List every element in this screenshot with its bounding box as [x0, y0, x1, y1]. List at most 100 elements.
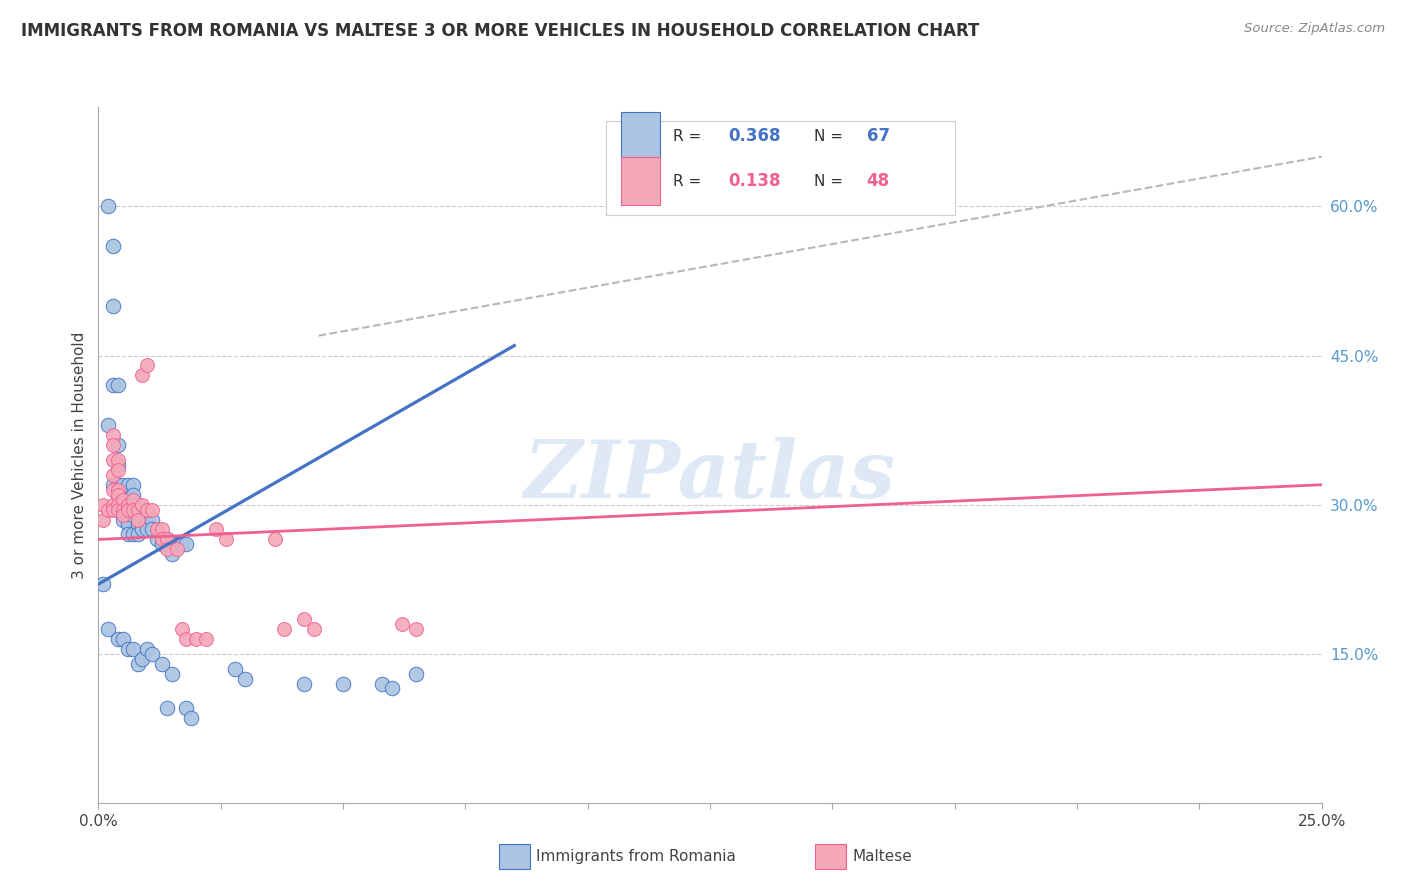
Point: [150, 533, 173, 547]
Point: [131, 498, 153, 512]
Point: [111, 477, 134, 491]
Point: [117, 477, 139, 491]
Point: [97, 199, 120, 213]
Point: [141, 502, 163, 516]
Text: R =: R =: [673, 128, 706, 144]
Point: [117, 492, 139, 507]
Point: [176, 701, 198, 715]
Point: [146, 533, 169, 547]
Point: [131, 651, 153, 665]
Point: [263, 533, 285, 547]
Point: [101, 498, 124, 512]
Point: [136, 502, 159, 516]
Point: [101, 438, 124, 452]
Point: [141, 512, 163, 526]
Text: R =: R =: [673, 174, 706, 188]
FancyBboxPatch shape: [620, 157, 659, 205]
Point: [381, 681, 404, 696]
Point: [101, 453, 124, 467]
Point: [146, 523, 169, 537]
Point: [117, 512, 139, 526]
Point: [141, 647, 163, 661]
Point: [107, 498, 129, 512]
Point: [121, 477, 143, 491]
Point: [101, 502, 124, 516]
Point: [156, 533, 179, 547]
Point: [97, 418, 120, 433]
Point: [121, 492, 143, 507]
Point: [176, 537, 198, 551]
Point: [156, 533, 179, 547]
FancyBboxPatch shape: [620, 112, 659, 161]
Text: 67: 67: [866, 127, 890, 145]
Point: [136, 641, 159, 656]
Point: [121, 641, 143, 656]
Point: [111, 508, 134, 522]
Point: [131, 523, 153, 537]
Point: [195, 632, 218, 646]
Point: [127, 527, 149, 541]
Point: [405, 622, 427, 636]
Text: 48: 48: [866, 172, 890, 190]
Point: [111, 498, 134, 512]
Point: [107, 488, 129, 502]
Point: [121, 527, 143, 541]
Point: [111, 502, 134, 516]
Point: [205, 523, 228, 537]
Point: [101, 239, 124, 253]
Point: [233, 672, 256, 686]
Point: [156, 701, 179, 715]
Point: [156, 542, 179, 557]
Point: [117, 502, 139, 516]
Point: [107, 632, 129, 646]
Text: Immigrants from Romania: Immigrants from Romania: [536, 849, 735, 863]
Point: [150, 657, 173, 671]
Point: [107, 453, 129, 467]
Point: [391, 616, 413, 631]
Point: [111, 632, 134, 646]
Text: N =: N =: [814, 174, 848, 188]
Point: [121, 498, 143, 512]
Point: [371, 676, 394, 690]
Point: [136, 517, 159, 532]
Point: [101, 428, 124, 442]
FancyBboxPatch shape: [606, 121, 955, 215]
Point: [127, 517, 149, 532]
Point: [292, 676, 315, 690]
Point: [332, 676, 354, 690]
Point: [117, 508, 139, 522]
Point: [405, 666, 427, 681]
Point: [121, 488, 143, 502]
Point: [136, 523, 159, 537]
Point: [160, 547, 183, 561]
Point: [117, 498, 139, 512]
Point: [170, 622, 193, 636]
Point: [150, 523, 173, 537]
Text: 0.368: 0.368: [728, 127, 780, 145]
Point: [97, 622, 120, 636]
Point: [117, 527, 139, 541]
Point: [121, 508, 143, 522]
Text: Source: ZipAtlas.com: Source: ZipAtlas.com: [1244, 22, 1385, 36]
Point: [136, 359, 159, 373]
Point: [107, 463, 129, 477]
Point: [107, 438, 129, 452]
Point: [302, 622, 325, 636]
Point: [111, 488, 134, 502]
Point: [180, 711, 202, 725]
Point: [214, 533, 236, 547]
Point: [107, 502, 129, 516]
Point: [186, 632, 208, 646]
Point: [101, 467, 124, 482]
Point: [127, 498, 149, 512]
Point: [111, 508, 134, 522]
Point: [127, 657, 149, 671]
Point: [91, 498, 114, 512]
Point: [166, 537, 188, 551]
Point: [107, 488, 129, 502]
Text: 0.138: 0.138: [728, 172, 780, 190]
Point: [150, 537, 173, 551]
Point: [160, 666, 183, 681]
Point: [131, 368, 153, 383]
Text: IMMIGRANTS FROM ROMANIA VS MALTESE 3 OR MORE VEHICLES IN HOUSEHOLD CORRELATION C: IMMIGRANTS FROM ROMANIA VS MALTESE 3 OR …: [21, 22, 980, 40]
